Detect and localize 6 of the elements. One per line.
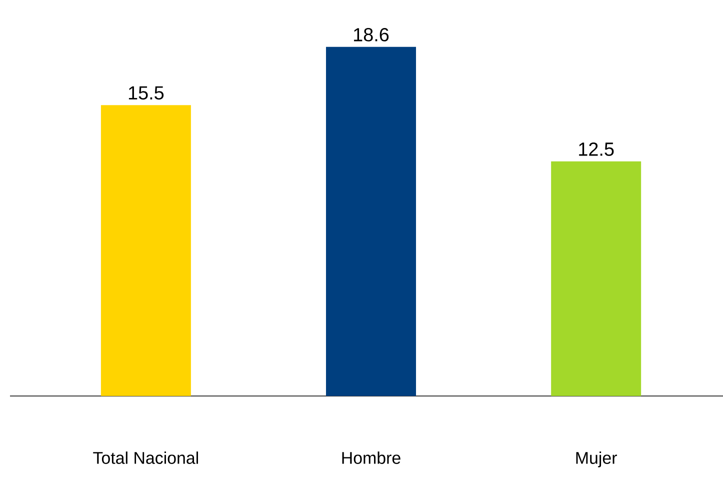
data-label: 12.5 xyxy=(579,142,614,156)
data-label: 15.5 xyxy=(128,86,164,100)
x-tick-label: Total Nacional xyxy=(93,452,198,464)
x-tick-label: Mujer xyxy=(576,452,617,468)
data-label: 18.6 xyxy=(354,28,389,42)
x-tick-label: Hombre xyxy=(342,452,400,464)
